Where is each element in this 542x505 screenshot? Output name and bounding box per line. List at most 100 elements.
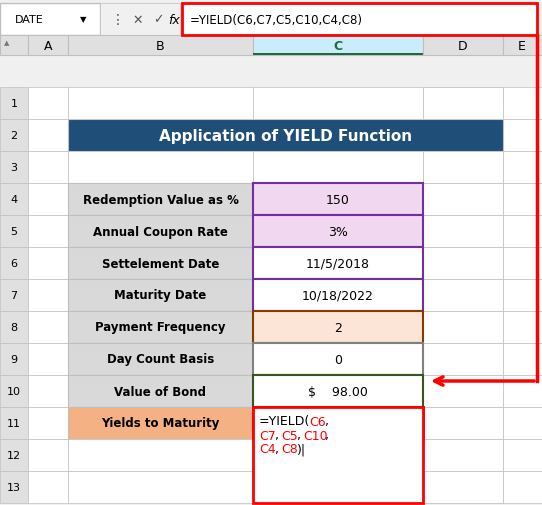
FancyBboxPatch shape <box>28 407 68 439</box>
FancyBboxPatch shape <box>0 216 28 247</box>
Text: 10/18/2022: 10/18/2022 <box>302 289 374 302</box>
FancyBboxPatch shape <box>503 247 542 279</box>
Text: ,: , <box>275 442 279 456</box>
FancyBboxPatch shape <box>68 247 253 279</box>
FancyBboxPatch shape <box>253 88 423 120</box>
Text: D: D <box>458 39 468 53</box>
FancyBboxPatch shape <box>253 247 423 279</box>
FancyBboxPatch shape <box>423 375 503 407</box>
FancyBboxPatch shape <box>0 375 28 407</box>
Text: Payment Frequency: Payment Frequency <box>95 321 226 334</box>
Text: ✕: ✕ <box>133 14 143 26</box>
FancyBboxPatch shape <box>423 375 503 407</box>
FancyBboxPatch shape <box>28 36 68 56</box>
FancyBboxPatch shape <box>0 279 28 312</box>
FancyBboxPatch shape <box>423 407 503 439</box>
Text: ⋮: ⋮ <box>111 13 125 27</box>
Text: 5: 5 <box>10 227 17 236</box>
Text: DATE: DATE <box>15 15 44 25</box>
FancyBboxPatch shape <box>100 4 180 36</box>
FancyBboxPatch shape <box>28 184 68 216</box>
FancyBboxPatch shape <box>423 279 503 312</box>
FancyBboxPatch shape <box>28 471 68 503</box>
FancyBboxPatch shape <box>253 312 423 343</box>
FancyBboxPatch shape <box>0 120 28 152</box>
Text: C4: C4 <box>259 442 276 456</box>
Text: 11: 11 <box>7 418 21 428</box>
FancyBboxPatch shape <box>0 88 28 120</box>
Text: C8: C8 <box>281 442 298 456</box>
Text: 3: 3 <box>10 163 17 173</box>
FancyBboxPatch shape <box>28 247 68 279</box>
FancyBboxPatch shape <box>28 216 68 247</box>
FancyBboxPatch shape <box>423 152 503 184</box>
FancyBboxPatch shape <box>68 343 253 375</box>
FancyBboxPatch shape <box>423 88 503 120</box>
FancyBboxPatch shape <box>423 343 503 375</box>
Text: 2: 2 <box>334 321 342 334</box>
Text: 9: 9 <box>10 355 17 364</box>
FancyBboxPatch shape <box>423 216 503 247</box>
FancyBboxPatch shape <box>253 471 423 503</box>
FancyBboxPatch shape <box>28 152 68 184</box>
Text: Annual Coupon Rate: Annual Coupon Rate <box>93 225 228 238</box>
FancyBboxPatch shape <box>0 439 28 471</box>
FancyBboxPatch shape <box>503 152 542 184</box>
FancyBboxPatch shape <box>68 216 253 247</box>
FancyBboxPatch shape <box>68 152 253 184</box>
Text: C5: C5 <box>281 429 298 442</box>
FancyBboxPatch shape <box>68 36 253 56</box>
Text: =YIELD(: =YIELD( <box>259 415 310 428</box>
FancyBboxPatch shape <box>0 36 28 56</box>
FancyBboxPatch shape <box>423 312 503 343</box>
FancyBboxPatch shape <box>423 216 503 247</box>
FancyBboxPatch shape <box>253 216 423 247</box>
FancyBboxPatch shape <box>0 312 28 343</box>
FancyBboxPatch shape <box>68 407 253 439</box>
FancyBboxPatch shape <box>423 88 503 120</box>
FancyBboxPatch shape <box>503 279 542 312</box>
FancyBboxPatch shape <box>0 471 28 503</box>
Text: fx: fx <box>168 14 180 26</box>
FancyBboxPatch shape <box>0 184 28 216</box>
Text: 12: 12 <box>7 450 21 460</box>
FancyBboxPatch shape <box>253 407 423 439</box>
FancyBboxPatch shape <box>28 279 68 312</box>
FancyBboxPatch shape <box>68 120 503 152</box>
FancyBboxPatch shape <box>28 439 68 471</box>
Text: 10: 10 <box>7 386 21 396</box>
Text: ▲: ▲ <box>4 40 9 46</box>
Text: C: C <box>333 39 343 53</box>
Text: ,: , <box>325 429 329 442</box>
FancyBboxPatch shape <box>423 471 503 503</box>
FancyBboxPatch shape <box>423 439 503 471</box>
Text: ,: , <box>325 415 329 428</box>
FancyBboxPatch shape <box>68 279 253 312</box>
FancyBboxPatch shape <box>503 36 542 56</box>
FancyBboxPatch shape <box>0 407 28 439</box>
Text: 2: 2 <box>10 131 17 141</box>
Text: Yields to Maturity: Yields to Maturity <box>101 417 220 430</box>
FancyBboxPatch shape <box>423 36 503 56</box>
FancyBboxPatch shape <box>68 312 253 343</box>
FancyBboxPatch shape <box>28 88 68 120</box>
Text: ▼: ▼ <box>80 16 87 24</box>
Text: ,: , <box>297 429 301 442</box>
Text: 13: 13 <box>7 482 21 492</box>
Text: Day Count Basis: Day Count Basis <box>107 353 214 366</box>
Text: C7: C7 <box>259 429 276 442</box>
FancyBboxPatch shape <box>503 439 542 471</box>
Text: Value of Bond: Value of Bond <box>114 385 207 398</box>
Text: A: A <box>44 39 52 53</box>
Text: 4: 4 <box>10 194 17 205</box>
Text: 150: 150 <box>326 193 350 206</box>
Text: 7: 7 <box>10 290 17 300</box>
FancyBboxPatch shape <box>503 88 542 120</box>
FancyBboxPatch shape <box>253 279 423 312</box>
FancyBboxPatch shape <box>423 407 503 439</box>
Text: 6: 6 <box>10 259 17 269</box>
FancyBboxPatch shape <box>28 375 68 407</box>
Text: 11/5/2018: 11/5/2018 <box>306 257 370 270</box>
FancyBboxPatch shape <box>503 375 542 407</box>
FancyBboxPatch shape <box>503 184 542 216</box>
